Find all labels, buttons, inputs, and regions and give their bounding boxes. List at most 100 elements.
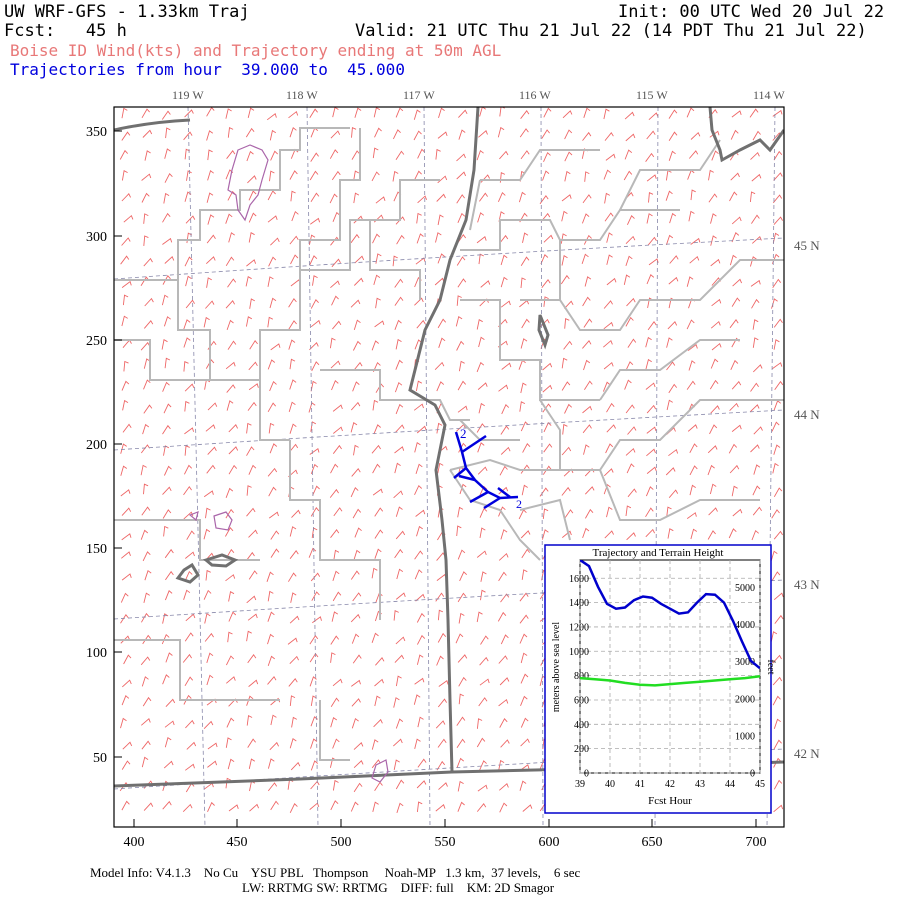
wind-barb — [270, 530, 280, 540]
wind-barb — [309, 108, 318, 118]
wind-barb — [480, 280, 491, 288]
wind-barb — [543, 296, 549, 307]
wind-barb — [645, 507, 654, 518]
wind-barb — [162, 381, 170, 392]
wind-barb — [707, 530, 716, 540]
wind-barb — [353, 444, 359, 456]
wind-barb — [729, 191, 738, 202]
inset-y-right-labels: 0 1000 2000 3000 4000 5000 — [735, 583, 755, 779]
wind-barb — [143, 379, 151, 390]
wind-barb — [123, 360, 129, 372]
wind-barb — [686, 107, 695, 118]
wind-barb — [520, 338, 528, 349]
wind-barb — [435, 720, 446, 729]
wind-barb — [164, 720, 175, 728]
wind-barb — [500, 593, 510, 603]
wind-barb — [437, 738, 447, 748]
wind-barb — [501, 362, 512, 370]
wind-barb — [122, 423, 132, 433]
wind-barb — [773, 779, 783, 790]
inset-x-labels: 39 40 41 42 43 44 45 — [575, 779, 765, 790]
wind-barb — [522, 232, 529, 243]
wind-barb — [206, 674, 214, 686]
wind-barb — [457, 506, 464, 518]
inset-y-tick-label: 1200 — [569, 622, 589, 633]
wind-barb — [519, 614, 529, 624]
wind-barb — [165, 698, 176, 708]
wind-barb — [270, 237, 280, 246]
wind-barb — [268, 486, 277, 497]
wind-barb — [414, 484, 423, 495]
wind-barb — [603, 361, 614, 370]
wind-barb — [120, 614, 129, 624]
wind-barb — [729, 464, 740, 474]
wind-barb — [226, 384, 236, 393]
wind-barb — [729, 319, 739, 329]
wind-barb — [289, 170, 298, 180]
wind-barb — [267, 611, 275, 622]
physics-info-line: LW: RRTMG SW: RRTMG DIFF: full KM: 2D Sm… — [242, 880, 555, 895]
wind-barb — [247, 738, 256, 748]
wind-barb — [350, 613, 361, 623]
wind-barb — [773, 172, 783, 181]
wind-barb — [247, 613, 258, 621]
wind-barb — [648, 192, 654, 203]
wind-barb — [606, 254, 613, 265]
wind-barb — [267, 402, 277, 413]
wind-barb — [666, 506, 672, 518]
wind-barb — [606, 506, 613, 518]
wind-barb — [519, 128, 529, 138]
wind-barb — [751, 529, 759, 541]
inset-y-tick-label: 1600 — [569, 574, 589, 585]
wind-barb — [395, 338, 402, 350]
wind-barb — [773, 216, 783, 225]
wind-barb — [207, 402, 218, 411]
wind-barb — [438, 782, 448, 790]
wind-barb — [332, 570, 340, 582]
wind-barb — [541, 279, 551, 288]
wind-barb — [248, 361, 258, 371]
wind-barb — [142, 551, 151, 562]
wind-barb — [141, 192, 150, 203]
wind-barb — [204, 632, 214, 642]
wind-barb — [351, 679, 361, 687]
wind-barb — [374, 695, 381, 707]
wind-barb — [500, 529, 508, 540]
wind-barb — [186, 741, 197, 750]
wind-barb — [476, 550, 487, 558]
wind-barb — [459, 571, 468, 582]
wind-barb — [310, 192, 320, 203]
wind-barb — [518, 191, 526, 203]
wind-barb — [120, 255, 130, 265]
wind-barb — [750, 444, 760, 453]
wind-barb — [667, 528, 674, 539]
wind-barb — [542, 508, 549, 519]
wind-barb — [665, 190, 673, 201]
lon-label: 115 W — [636, 88, 668, 102]
wind-barb — [186, 530, 195, 540]
wind-barb — [645, 152, 655, 162]
wind-barb — [584, 171, 590, 182]
wind-barb — [603, 339, 613, 348]
wind-barb — [246, 422, 252, 434]
wind-barb — [497, 191, 506, 202]
wind-barb — [543, 107, 552, 118]
wind-barb — [646, 213, 653, 224]
wind-barb — [228, 424, 239, 433]
wind-barb — [333, 426, 343, 434]
inset-title: Trajectory and Terrain Height — [593, 547, 724, 559]
wind-barb — [772, 462, 779, 474]
wind-barb — [770, 550, 778, 562]
wind-barb — [414, 441, 421, 453]
wind-barb — [623, 274, 631, 285]
wind-barb — [438, 337, 446, 348]
wind-barb — [268, 256, 277, 267]
wind-barb — [499, 234, 509, 244]
wind-barb — [564, 318, 570, 329]
wind-barb — [476, 319, 483, 330]
lon-label: 114 W — [753, 88, 785, 102]
wind-barb — [351, 633, 360, 644]
wind-barb — [161, 294, 169, 306]
wind-barb — [476, 236, 487, 244]
wind-barb — [625, 361, 634, 372]
